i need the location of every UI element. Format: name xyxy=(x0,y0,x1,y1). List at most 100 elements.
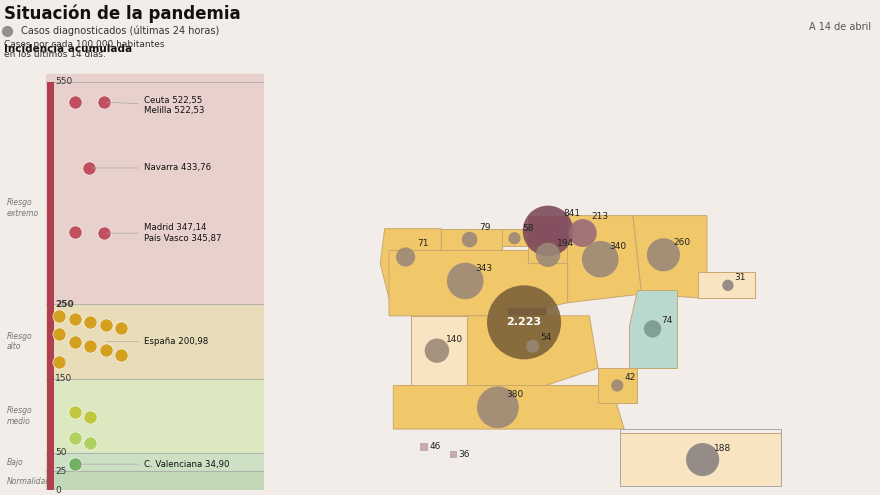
Point xyxy=(69,338,83,346)
Circle shape xyxy=(536,243,561,267)
Point xyxy=(69,98,83,106)
Text: C. Valenciana 34,90: C. Valenciana 34,90 xyxy=(78,460,230,469)
Circle shape xyxy=(582,241,619,278)
Text: 841: 841 xyxy=(563,209,581,218)
Text: 343: 343 xyxy=(475,264,493,273)
Text: Casos por cada 100.000 habitantes
en los últimos 14 días.: Casos por cada 100.000 habitantes en los… xyxy=(4,40,165,59)
Text: 550: 550 xyxy=(55,77,72,86)
Circle shape xyxy=(509,232,521,245)
Polygon shape xyxy=(502,229,528,246)
Text: A 14 de abril: A 14 de abril xyxy=(809,22,871,32)
Text: Casos diagnosticados (últimas 24 horas): Casos diagnosticados (últimas 24 horas) xyxy=(21,26,220,36)
Bar xyxy=(421,443,428,450)
Text: 194: 194 xyxy=(557,239,575,248)
Text: 42: 42 xyxy=(624,373,635,382)
Circle shape xyxy=(477,387,519,428)
Point xyxy=(99,321,113,329)
Polygon shape xyxy=(467,316,598,386)
Text: Riesgo
alto: Riesgo alto xyxy=(7,332,33,351)
Text: 79: 79 xyxy=(480,223,491,232)
Text: 380: 380 xyxy=(507,391,524,399)
Point xyxy=(52,312,66,320)
Polygon shape xyxy=(380,229,454,298)
Polygon shape xyxy=(528,216,568,246)
Circle shape xyxy=(568,219,597,247)
Bar xyxy=(46,74,264,304)
Text: Normalidad: Normalidad xyxy=(7,477,51,486)
Bar xyxy=(46,471,264,490)
Text: 25: 25 xyxy=(55,467,66,476)
Text: 58: 58 xyxy=(522,224,533,233)
Text: 36: 36 xyxy=(458,450,469,459)
Bar xyxy=(47,82,55,490)
Text: 0: 0 xyxy=(55,486,61,495)
Circle shape xyxy=(487,285,561,359)
Point xyxy=(52,330,66,338)
Text: 140: 140 xyxy=(445,335,463,344)
Circle shape xyxy=(523,205,573,256)
Point xyxy=(114,351,128,359)
Text: 46: 46 xyxy=(429,442,441,451)
Circle shape xyxy=(686,443,719,476)
Polygon shape xyxy=(633,216,707,298)
Text: 213: 213 xyxy=(591,212,609,221)
Circle shape xyxy=(447,263,483,299)
Bar xyxy=(46,304,264,379)
Bar xyxy=(46,453,264,471)
Text: Riesgo
extremo: Riesgo extremo xyxy=(7,198,40,218)
Circle shape xyxy=(396,248,415,267)
Point xyxy=(84,318,98,326)
Text: 250: 250 xyxy=(55,300,74,309)
Polygon shape xyxy=(620,434,781,486)
Text: 74: 74 xyxy=(662,315,673,325)
Point xyxy=(84,342,98,350)
Polygon shape xyxy=(528,246,568,263)
Text: Bajo: Bajo xyxy=(7,458,24,467)
Point xyxy=(84,440,98,447)
Bar xyxy=(620,429,781,486)
Polygon shape xyxy=(598,368,637,403)
Point xyxy=(69,408,83,416)
Circle shape xyxy=(647,238,680,271)
Point xyxy=(82,164,96,172)
Text: 340: 340 xyxy=(609,243,626,251)
Text: 31: 31 xyxy=(734,273,745,282)
Text: Ceuta 522,55
Melilla 522,53: Ceuta 522,55 Melilla 522,53 xyxy=(106,96,204,115)
Polygon shape xyxy=(628,290,677,368)
Text: Incidencia acumulada: Incidencia acumulada xyxy=(4,44,133,54)
Point xyxy=(114,324,128,332)
Circle shape xyxy=(644,320,661,338)
Text: 260: 260 xyxy=(673,238,690,247)
Text: Madrid 347,14
País Vasco 345,87: Madrid 347,14 País Vasco 345,87 xyxy=(106,223,221,243)
Circle shape xyxy=(462,232,478,248)
Text: 188: 188 xyxy=(714,444,730,453)
Polygon shape xyxy=(393,386,624,429)
Text: 71: 71 xyxy=(417,239,429,248)
Circle shape xyxy=(526,340,539,353)
Polygon shape xyxy=(699,272,755,298)
Point xyxy=(97,229,111,237)
Circle shape xyxy=(611,379,623,392)
Text: 2.223: 2.223 xyxy=(507,317,541,327)
Text: España 200,98: España 200,98 xyxy=(106,337,208,346)
Point xyxy=(69,228,83,236)
Text: Navarra 433,76: Navarra 433,76 xyxy=(92,163,211,172)
Polygon shape xyxy=(441,229,502,250)
Polygon shape xyxy=(568,216,642,303)
Point xyxy=(84,413,98,421)
Circle shape xyxy=(722,280,734,291)
Point xyxy=(69,434,83,442)
Text: 54: 54 xyxy=(540,333,552,342)
Polygon shape xyxy=(411,316,467,386)
Polygon shape xyxy=(389,250,568,316)
Polygon shape xyxy=(568,216,598,250)
Bar xyxy=(450,451,456,457)
Point xyxy=(52,358,66,366)
Text: 150: 150 xyxy=(55,374,72,383)
Polygon shape xyxy=(507,307,546,338)
Point xyxy=(99,346,113,354)
Bar xyxy=(46,379,264,453)
Point xyxy=(69,315,83,323)
Text: 50: 50 xyxy=(55,448,67,457)
Point xyxy=(69,460,83,468)
